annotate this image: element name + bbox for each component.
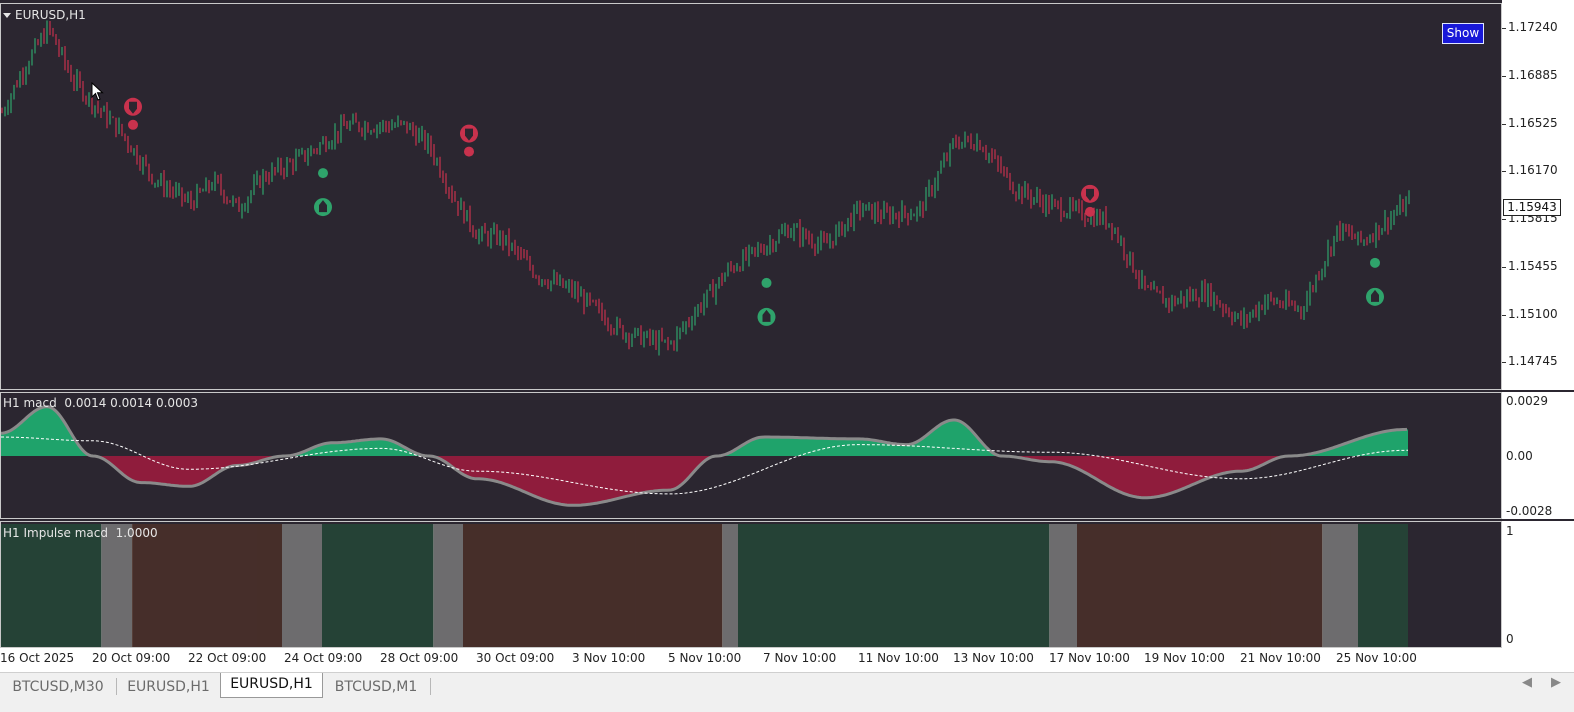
macd-axis-bottom: -0.0028 <box>1506 504 1553 518</box>
sell-signal-arrow <box>465 128 473 141</box>
price-axis-label: 1.14745 <box>1508 354 1558 369</box>
tab-separator <box>430 678 431 695</box>
price-chart[interactable] <box>1 4 1501 389</box>
macd-axis-top: 0.0029 <box>1506 394 1548 408</box>
time-axis-label: 16 Oct 2025 <box>0 651 75 665</box>
buy-signal-small <box>318 168 328 179</box>
macd-values: 0.0014 0.0014 0.0003 <box>64 396 198 410</box>
price-axis-tick <box>1502 28 1506 30</box>
sell-signal-small <box>128 119 138 130</box>
price-axis-tick <box>1502 123 1506 125</box>
sell-signal-arrow <box>1086 188 1094 201</box>
scroll-left-icon[interactable]: ◀ <box>1522 675 1532 690</box>
macd-outline <box>1 405 1408 507</box>
tab-separator <box>116 678 117 695</box>
macd-chart[interactable] <box>1 393 1501 518</box>
macd-title: H1 macd 0.0014 0.0014 0.0003 <box>3 396 198 410</box>
show-button[interactable]: Show <box>1442 23 1484 44</box>
tab-btcusd-m30[interactable]: BTCUSD,M30 <box>12 679 104 695</box>
time-axis-label: 22 Oct 09:00 <box>188 651 267 665</box>
current-price-tag: 1.15943 <box>1503 199 1561 216</box>
price-axis-label: 1.15455 <box>1508 259 1558 274</box>
tab-btcusd-m1[interactable]: BTCUSD,M1 <box>334 679 418 695</box>
time-axis-label: 21 Nov 10:00 <box>1240 651 1321 665</box>
time-axis-label: 24 Oct 09:00 <box>284 651 363 665</box>
time-axis[interactable]: 16 Oct 2025 20 Oct 09:00 22 Oct 09:00 24 Oc… <box>0 648 1574 672</box>
buy-signal-arrow <box>1371 289 1379 302</box>
buy-signal-icon <box>1366 257 1384 306</box>
price-axis-tick <box>1502 267 1506 269</box>
impulse-chart[interactable] <box>1 522 1501 647</box>
buy-signal-small <box>761 277 772 288</box>
price-pane[interactable]: EURUSD,H1 Show <box>0 3 1502 390</box>
tab-eurusd-h1-active[interactable]: EURUSD,H1 <box>220 673 323 698</box>
dropdown-triangle-icon[interactable] <box>3 13 11 18</box>
time-axis-label: 11 Nov 10:00 <box>858 651 939 665</box>
impulse-axis-top: 1 <box>1506 524 1514 538</box>
time-axis-label: 5 Nov 10:00 <box>668 651 742 665</box>
price-axis-tick <box>1502 314 1506 316</box>
price-axis-tick <box>1502 362 1506 364</box>
price-axis-tick <box>1502 218 1506 220</box>
symbol-title-text: EURUSD,H1 <box>15 8 86 22</box>
chart-window[interactable]: EURUSD,H1 Show 1.17240 1.16885 1.16525 1.16… <box>0 0 1574 672</box>
time-axis-label: 20 Oct 09:00 <box>92 651 171 665</box>
scroll-right-icon[interactable]: ▶ <box>1551 675 1561 690</box>
price-axis-tick <box>1502 171 1506 173</box>
time-axis-label: 19 Nov 10:00 <box>1144 651 1225 665</box>
impulse-value: 1.0000 <box>115 526 158 540</box>
price-axis-label: 1.16885 <box>1508 67 1558 82</box>
time-axis-label: 17 Nov 10:00 <box>1049 651 1130 665</box>
sell-signal-small <box>464 146 474 157</box>
buy-signal-icon <box>757 277 776 326</box>
macd-axis-zero: 0.00 <box>1506 449 1533 463</box>
price-axis[interactable]: 1.17240 1.16885 1.16525 1.16170 1.15815 1.154… <box>1502 0 1574 390</box>
impulse-macd-pane[interactable]: H1 Impulse macd 1.0000 <box>0 521 1502 648</box>
macd-title-text: H1 macd <box>3 396 57 410</box>
macd-pane[interactable]: H1 macd 0.0014 0.0014 0.0003 <box>0 392 1502 519</box>
time-axis-label: 7 Nov 10:00 <box>763 651 837 665</box>
time-axis-label: 13 Nov 10:00 <box>953 651 1034 665</box>
price-axis-label: 1.17240 <box>1508 20 1558 35</box>
buy-signal-arrow <box>762 309 771 322</box>
impulse-title-text: H1 Impulse macd <box>3 526 108 540</box>
buy-signal-arrow <box>319 200 327 213</box>
time-axis-label: 25 Nov 10:00 <box>1336 651 1417 665</box>
price-axis-tick <box>1502 75 1506 77</box>
mouse-cursor-icon <box>91 82 104 101</box>
buy-signal-small <box>1370 257 1380 268</box>
sell-signal-small <box>1085 206 1095 217</box>
sell-signal-icon <box>460 124 478 157</box>
impulse-title: H1 Impulse macd 1.0000 <box>3 526 158 540</box>
time-axis-label: 28 Oct 09:00 <box>380 651 459 665</box>
price-axis-label: 1.16525 <box>1508 115 1558 130</box>
time-axis-label: 30 Oct 09:00 <box>476 651 555 665</box>
time-axis-label: 3 Nov 10:00 <box>572 651 646 665</box>
chart-tab-bar: BTCUSD,M30 EURUSD,H1 EURUSD,H1 BTCUSD,M1… <box>0 672 1574 712</box>
price-axis-label: 1.15100 <box>1508 306 1558 321</box>
symbol-title[interactable]: EURUSD,H1 <box>3 8 86 22</box>
buy-signal-icon <box>314 168 332 217</box>
price-axis-label: 1.16170 <box>1508 163 1558 178</box>
macd-axis[interactable]: 0.0029 0.00 -0.0028 <box>1502 392 1574 519</box>
sell-signal-icon <box>124 97 142 130</box>
sell-signal-arrow <box>129 101 137 114</box>
impulse-axis[interactable]: 1 0 <box>1502 521 1574 649</box>
tab-eurusd-h1-1[interactable]: EURUSD,H1 <box>127 679 210 695</box>
macd-signal-line <box>1 436 1408 495</box>
impulse-axis-bottom: 0 <box>1506 632 1514 646</box>
sell-signal-icon <box>1081 184 1099 217</box>
